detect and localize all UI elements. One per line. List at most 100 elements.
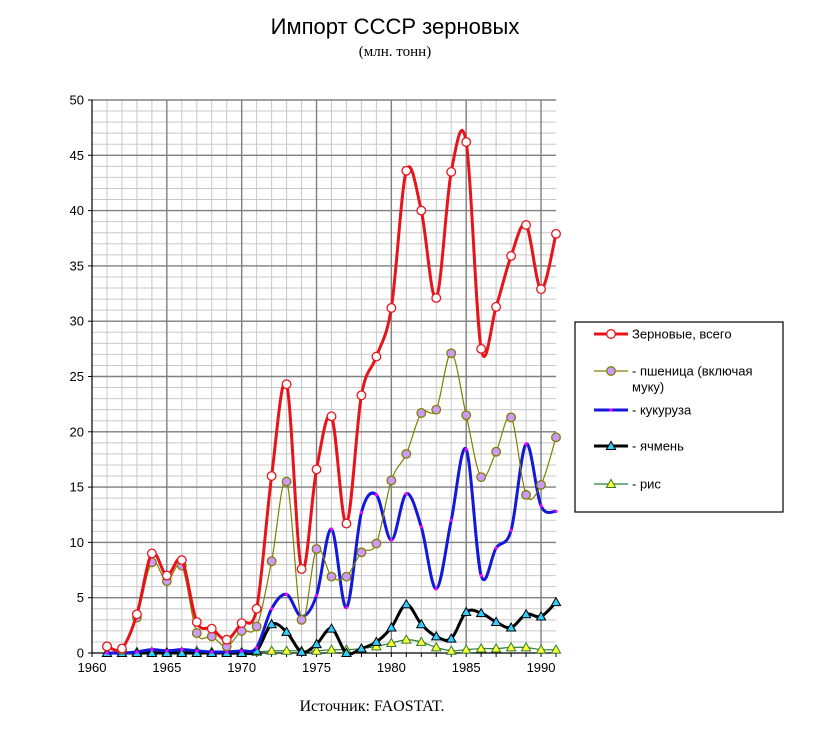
- data-point: [475, 642, 487, 653]
- data-point: [131, 609, 142, 620]
- data-point: [270, 607, 274, 611]
- data-point: [251, 603, 262, 614]
- data-point: [266, 618, 278, 629]
- data-point: [240, 649, 244, 653]
- x-tick-label: 1970: [227, 660, 256, 675]
- data-point: [329, 527, 334, 531]
- data-point: [221, 634, 232, 645]
- data-point: [371, 538, 382, 549]
- data-point: [236, 618, 247, 629]
- legend-swatch-marker: [605, 440, 617, 450]
- data-point: [180, 648, 184, 652]
- data-point: [191, 628, 202, 639]
- data-point: [520, 641, 532, 652]
- data-point: [445, 645, 457, 655]
- data-point: [419, 525, 423, 529]
- series-line: [105, 129, 558, 653]
- data-point: [284, 592, 289, 596]
- data-point: [416, 205, 427, 216]
- data-point: [490, 616, 502, 626]
- data-point: [359, 510, 364, 515]
- data-point: [356, 547, 367, 558]
- data-point: [461, 137, 472, 147]
- legend-label: Зерновые, всего: [632, 327, 732, 342]
- data-point: [550, 596, 562, 607]
- y-tick-label: 50: [70, 93, 84, 108]
- data-point: [251, 621, 262, 632]
- legend-swatch-marker: [605, 478, 617, 488]
- data-point: [116, 643, 127, 654]
- legend-item-2: - пшеница (включая муку): [594, 364, 753, 395]
- data-point: [296, 646, 308, 656]
- legend-label: - рис: [632, 477, 661, 492]
- data-point: [281, 626, 293, 636]
- data-point: [146, 548, 157, 559]
- data-point: [389, 538, 393, 542]
- data-point: [415, 636, 427, 646]
- x-tick-label: 1985: [452, 660, 481, 675]
- data-point: [311, 544, 322, 554]
- y-tick-label: 15: [70, 480, 84, 495]
- data-point: [506, 412, 517, 423]
- data-point: [356, 390, 367, 401]
- data-point: [446, 166, 457, 177]
- x-tick-label: 1960: [78, 660, 107, 675]
- data-point: [460, 606, 472, 617]
- data-point: [430, 630, 442, 641]
- data-point: [535, 644, 547, 654]
- series-layer: [101, 129, 562, 657]
- y-tick-label: 35: [70, 258, 84, 273]
- data-point: [374, 493, 378, 497]
- data-point: [550, 644, 562, 654]
- data-point: [370, 636, 382, 646]
- y-tick-label: 20: [70, 424, 84, 439]
- data-point: [401, 448, 412, 459]
- data-point: [255, 645, 259, 650]
- data-point: [536, 479, 546, 490]
- chart-source: Источник: FAOSTAT.: [299, 698, 445, 715]
- legend-item-4: - ячмень: [594, 439, 684, 454]
- data-point: [385, 621, 397, 632]
- data-point: [266, 556, 277, 567]
- data-point: [460, 644, 472, 654]
- data-point: [535, 610, 547, 621]
- data-point: [341, 571, 352, 582]
- legend-label: - пшеница (включая муку): [632, 364, 753, 395]
- data-point: [491, 446, 502, 457]
- data-point: [146, 647, 158, 657]
- data-point: [505, 621, 517, 632]
- data-point: [505, 641, 517, 652]
- chart-title: Импорт СССР зерновых: [270, 14, 520, 39]
- data-point: [341, 518, 352, 529]
- y-tick-labels: 0 5 10 15 20 25 30 35 40 45 50: [70, 93, 84, 661]
- y-tick-label: 25: [70, 369, 84, 384]
- legend-swatch-marker: [606, 366, 616, 376]
- series-1: [102, 129, 561, 654]
- legend-item-5: - рис: [594, 477, 661, 492]
- data-point: [165, 649, 169, 653]
- data-point: [281, 379, 292, 390]
- legend-swatch-marker: [609, 408, 613, 412]
- data-point: [326, 571, 337, 582]
- x-tick-label: 1965: [152, 660, 181, 675]
- data-point: [206, 623, 217, 634]
- legend-item-3: - кукуруза: [594, 403, 692, 418]
- data-point: [344, 606, 349, 610]
- data-point: [494, 546, 498, 550]
- data-point: [326, 411, 337, 422]
- data-point: [401, 165, 412, 176]
- data-point: [431, 293, 442, 303]
- data-point: [476, 472, 487, 483]
- data-point: [135, 650, 139, 654]
- data-point: [105, 651, 109, 655]
- data-point: [404, 492, 408, 496]
- data-point: [191, 617, 202, 627]
- data-point: [554, 509, 558, 514]
- y-tick-label: 40: [70, 203, 84, 218]
- y-tick-label: 0: [77, 646, 84, 661]
- data-point: [386, 302, 397, 313]
- data-point: [415, 618, 427, 629]
- data-point: [102, 641, 112, 652]
- y-tick-label: 5: [77, 590, 84, 605]
- data-point: [520, 608, 532, 619]
